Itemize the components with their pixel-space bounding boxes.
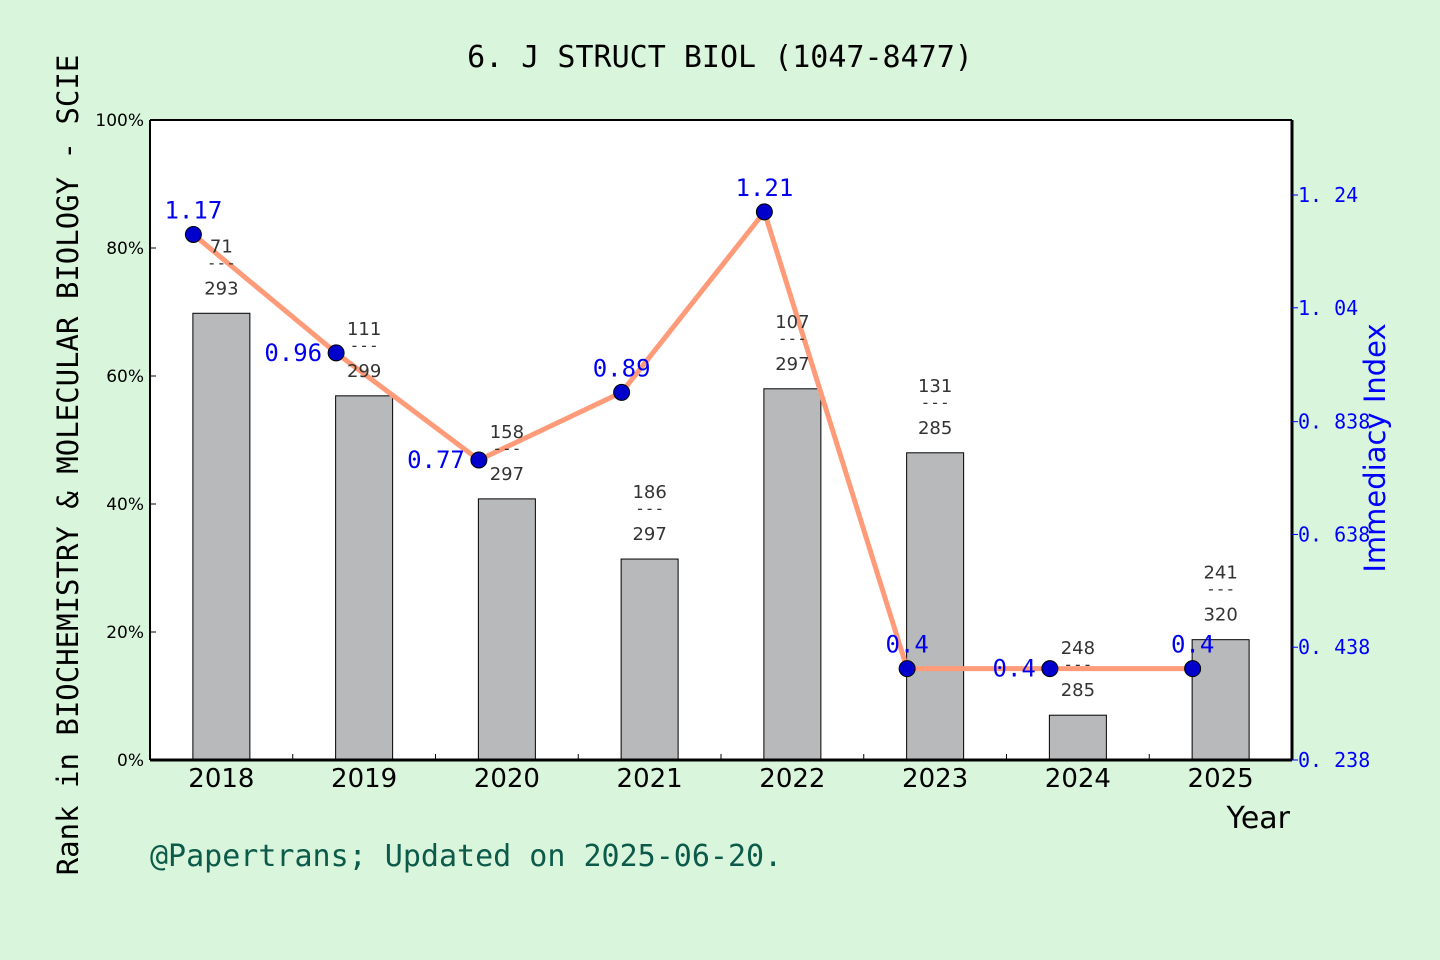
total-label: 285 (918, 418, 952, 439)
immediacy-value-label: 0.89 (593, 354, 651, 382)
immediacy-point-2025 (1184, 660, 1202, 678)
x-tick-label: 2018 (188, 764, 254, 794)
x-tick-label: 2019 (331, 764, 397, 794)
x-tick-label: 2024 (1045, 764, 1111, 794)
x-tick-label: 2021 (617, 764, 683, 794)
x-tick-label: 2020 (474, 764, 540, 794)
rank-divider: --- (207, 253, 236, 272)
total-label: 320 (1203, 605, 1237, 626)
bar-2023 (906, 452, 965, 761)
right-tick-label: 0. 838 (1298, 410, 1370, 434)
rank-label: 71 (210, 236, 233, 257)
x-axis-label: Year (1225, 801, 1290, 836)
right-tick-label: 0. 238 (1298, 748, 1370, 772)
rank-divider: --- (492, 439, 521, 458)
immediacy-point-2024 (1041, 660, 1059, 678)
bar-2018 (192, 312, 251, 761)
immediacy-value-label: 0.96 (264, 339, 322, 367)
rank-label: 158 (490, 422, 524, 443)
right-tick-label: 0. 438 (1298, 635, 1370, 659)
immediacy-value-label: 0.4 (993, 655, 1036, 683)
total-label: 297 (775, 354, 809, 375)
immediacy-point-2021 (613, 383, 631, 401)
bar-2019 (335, 395, 394, 761)
immediacy-value-label: 1.17 (164, 196, 222, 224)
immediacy-point-2018 (184, 225, 202, 243)
rank-divider: --- (778, 329, 807, 348)
rank-divider: --- (1063, 655, 1092, 674)
total-label: 285 (1061, 680, 1095, 701)
x-tick-label: 2023 (902, 764, 968, 794)
x-tick-label: 2025 (1188, 764, 1254, 794)
right-tick-label: 1. 04 (1298, 296, 1358, 320)
rank-divider: --- (635, 499, 664, 518)
immediacy-point-2022 (755, 203, 773, 221)
left-tick-label: 40% (106, 495, 144, 515)
rank-divider: --- (1206, 580, 1235, 599)
rank-label: 131 (918, 376, 952, 397)
left-tick-label: 100% (95, 111, 144, 131)
rank-label: 186 (632, 482, 666, 503)
plot-area (150, 120, 1292, 760)
right-tick-label: 0. 638 (1298, 522, 1370, 546)
immediacy-value-label: 0.4 (885, 631, 928, 659)
left-tick-label: 60% (106, 367, 144, 387)
left-tick-label: 0% (117, 751, 144, 771)
immediacy-value-label: 0.4 (1171, 631, 1214, 659)
immediacy-value-label: 1.21 (735, 174, 793, 202)
immediacy-point-2019 (327, 344, 345, 362)
total-label: 297 (632, 524, 666, 545)
left-axis-label: Rank in BIOCHEMISTRY & MOLECULAR BIOLOGY… (51, 55, 85, 876)
x-tick-label: 2022 (759, 764, 825, 794)
rank-label: 241 (1203, 563, 1237, 584)
immediacy-value-label: 0.77 (407, 446, 465, 474)
rank-divider: --- (350, 336, 379, 355)
total-label: 299 (347, 361, 381, 382)
bar-2020 (477, 498, 536, 761)
bar-2021 (620, 558, 679, 761)
chart-title: 6. J STRUCT BIOL (1047-8477) (467, 40, 973, 75)
bar-2025 (1191, 639, 1250, 761)
immediacy-point-2020 (470, 451, 488, 469)
right-tick-label: 1. 24 (1298, 183, 1358, 207)
immediacy-line (191, 206, 1193, 672)
left-tick-label: 80% (106, 239, 144, 259)
left-tick-label: 20% (106, 623, 144, 643)
immediacy-point-2023 (898, 660, 916, 678)
total-label: 293 (204, 278, 238, 299)
rank-label: 111 (347, 319, 381, 340)
rank-label: 248 (1061, 638, 1095, 659)
bar-2022 (763, 388, 822, 761)
rank-label: 107 (775, 312, 809, 333)
right-axis-label: Immediacy Index (1358, 323, 1392, 572)
rank-divider: --- (921, 393, 950, 412)
bar-2024 (1048, 714, 1107, 761)
footer-text: @Papertrans; Updated on 2025-06-20. (150, 839, 782, 874)
total-label: 297 (490, 464, 524, 485)
